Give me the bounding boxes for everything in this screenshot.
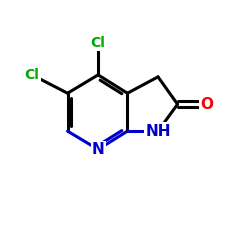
Text: Cl: Cl (91, 36, 106, 50)
Text: O: O (200, 97, 213, 112)
Text: N: N (92, 142, 104, 157)
Text: NH: NH (145, 124, 171, 138)
Text: Cl: Cl (25, 68, 40, 82)
